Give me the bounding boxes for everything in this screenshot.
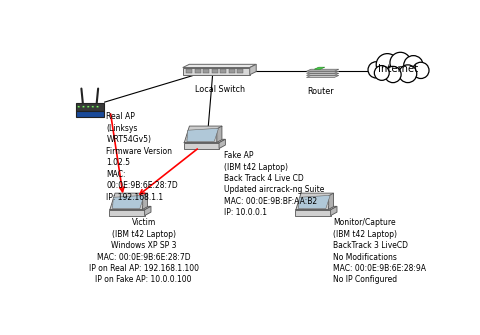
Circle shape <box>320 206 321 207</box>
Polygon shape <box>229 69 235 73</box>
Circle shape <box>328 205 330 206</box>
Polygon shape <box>110 193 147 209</box>
Polygon shape <box>250 64 256 75</box>
Circle shape <box>195 138 197 139</box>
Polygon shape <box>306 73 339 75</box>
Polygon shape <box>76 103 104 111</box>
Polygon shape <box>195 69 201 73</box>
Polygon shape <box>183 68 250 75</box>
Polygon shape <box>187 128 218 141</box>
Circle shape <box>83 106 84 108</box>
Polygon shape <box>306 69 339 71</box>
Polygon shape <box>184 143 219 148</box>
Circle shape <box>204 137 205 138</box>
Circle shape <box>186 141 188 142</box>
Circle shape <box>315 203 317 204</box>
Circle shape <box>217 138 218 139</box>
Circle shape <box>307 207 308 208</box>
Circle shape <box>186 139 188 140</box>
Polygon shape <box>109 206 151 210</box>
Text: Real AP
(Linksys
WRT54Gv5)
Firmware Version
1.02.5
MAC:
00:0E:9B:6E:28:7D
IP: 19: Real AP (Linksys WRT54Gv5) Firmware Vers… <box>107 113 178 202</box>
Circle shape <box>302 206 304 207</box>
Circle shape <box>138 204 140 205</box>
Circle shape <box>324 204 325 205</box>
Polygon shape <box>306 75 339 77</box>
Ellipse shape <box>390 52 411 73</box>
Polygon shape <box>76 111 104 117</box>
Circle shape <box>217 136 218 137</box>
Ellipse shape <box>385 66 401 83</box>
Circle shape <box>138 206 140 207</box>
Circle shape <box>186 137 188 138</box>
Circle shape <box>311 207 312 208</box>
Ellipse shape <box>376 54 398 76</box>
Circle shape <box>134 202 135 203</box>
Polygon shape <box>144 206 151 216</box>
Polygon shape <box>183 64 256 68</box>
Polygon shape <box>314 67 325 69</box>
Circle shape <box>204 139 205 140</box>
Circle shape <box>315 204 317 205</box>
Circle shape <box>298 206 300 207</box>
Polygon shape <box>295 206 337 210</box>
Polygon shape <box>186 69 192 73</box>
Polygon shape <box>299 195 330 209</box>
Polygon shape <box>328 193 334 209</box>
Text: Fake AP
(IBM t42 Laptop)
Back Track 4 Live CD
Updated aircrack-ng Suite
MAC: 00:: Fake AP (IBM t42 Laptop) Back Track 4 Li… <box>224 151 324 217</box>
Circle shape <box>130 203 131 204</box>
Circle shape <box>328 202 330 203</box>
Polygon shape <box>217 126 222 142</box>
Polygon shape <box>296 193 334 209</box>
Text: Victim
(IBM t42 Laptop)
Windows XP SP 3
MAC: 00:0E:9B:6E:28:7D
IP on Real AP: 19: Victim (IBM t42 Laptop) Windows XP SP 3 … <box>89 218 199 284</box>
Circle shape <box>213 135 214 136</box>
Circle shape <box>125 207 127 208</box>
Circle shape <box>121 203 122 204</box>
Circle shape <box>311 203 312 204</box>
Circle shape <box>125 205 127 206</box>
Circle shape <box>121 207 122 208</box>
Polygon shape <box>112 195 144 209</box>
Ellipse shape <box>404 56 423 75</box>
Circle shape <box>298 204 300 205</box>
Circle shape <box>143 205 144 206</box>
Circle shape <box>92 106 94 108</box>
Circle shape <box>324 202 325 203</box>
Circle shape <box>112 206 114 207</box>
Circle shape <box>195 136 197 137</box>
Polygon shape <box>109 210 144 216</box>
Circle shape <box>324 206 325 207</box>
Text: Monitor/Capture
(IBM t42 Laptop)
BackTrack 3 LiveCD
No Modifications
MAC: 00:0E:: Monitor/Capture (IBM t42 Laptop) BackTra… <box>334 218 426 284</box>
Polygon shape <box>219 139 226 148</box>
Circle shape <box>87 106 89 108</box>
Polygon shape <box>331 206 337 216</box>
Circle shape <box>116 204 118 205</box>
Polygon shape <box>143 193 147 209</box>
Circle shape <box>116 207 118 208</box>
Circle shape <box>298 208 300 209</box>
Circle shape <box>200 136 201 137</box>
Circle shape <box>217 134 218 136</box>
Circle shape <box>208 137 210 138</box>
Polygon shape <box>306 71 339 73</box>
Ellipse shape <box>413 62 429 78</box>
Circle shape <box>125 203 127 204</box>
Circle shape <box>311 205 312 206</box>
Circle shape <box>320 202 321 203</box>
Circle shape <box>112 204 114 205</box>
Polygon shape <box>220 69 227 73</box>
Circle shape <box>213 137 214 138</box>
Circle shape <box>204 136 205 137</box>
Circle shape <box>96 106 99 108</box>
Circle shape <box>138 202 140 203</box>
Circle shape <box>320 204 321 205</box>
Ellipse shape <box>399 65 417 83</box>
Circle shape <box>130 204 131 205</box>
Circle shape <box>302 207 304 208</box>
Ellipse shape <box>374 66 389 80</box>
Circle shape <box>121 205 122 206</box>
Circle shape <box>130 206 131 207</box>
Text: Local Switch: Local Switch <box>195 85 245 94</box>
Circle shape <box>213 138 214 139</box>
Text: Internet: Internet <box>378 64 419 74</box>
Circle shape <box>208 135 210 136</box>
